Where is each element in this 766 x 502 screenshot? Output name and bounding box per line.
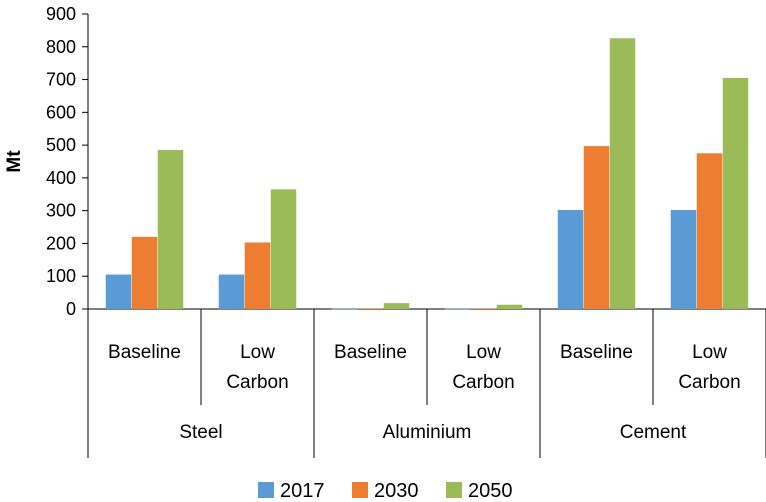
bar-2030 — [696, 153, 723, 309]
legend-swatch-2017 — [258, 482, 274, 498]
bar-2030 — [244, 242, 271, 309]
category-label: Baseline — [334, 342, 407, 363]
category-label: Baseline — [108, 342, 181, 363]
category-label: Carbon — [678, 372, 740, 393]
category-labels: Baseline Low Carbon Baseline Low Carbon Baseli… — [87, 309, 766, 458]
bar-2050 — [157, 150, 184, 309]
y-tick-label: 100 — [46, 266, 76, 286]
bar-2030 — [583, 146, 610, 309]
bar-2017 — [557, 210, 584, 309]
bars — [105, 38, 749, 310]
group-labels: Steel Aluminium Cement — [179, 422, 687, 443]
category-label: Low — [466, 342, 501, 363]
group-label: Cement — [620, 422, 687, 443]
legend-label: 2017 — [280, 480, 325, 502]
group-label: Steel — [179, 422, 222, 443]
category-label: Low — [692, 342, 727, 363]
y-tick-label: 0 — [66, 299, 76, 319]
legend-label: 2050 — [468, 480, 513, 502]
y-tick-label: 600 — [46, 102, 76, 122]
legend-label: 2030 — [374, 480, 419, 502]
category-label: Low — [240, 342, 275, 363]
category-label: Carbon — [452, 372, 514, 393]
category-label: Baseline — [560, 342, 633, 363]
group-label: Aluminium — [383, 422, 472, 443]
bar-2017 — [444, 308, 471, 310]
y-tick-label: 300 — [46, 201, 76, 221]
bar-2017 — [218, 274, 245, 309]
y-tick-label: 400 — [46, 168, 76, 188]
y-axis-label: Mt — [4, 150, 25, 173]
bar-2050 — [383, 303, 410, 309]
y-tick-label: 800 — [46, 37, 76, 57]
bar-2017 — [105, 274, 132, 309]
bar-2050 — [270, 189, 297, 309]
bar-2050 — [609, 38, 636, 309]
bar-2030 — [357, 308, 384, 309]
legend-swatch-2030 — [352, 482, 368, 498]
bar-2050 — [722, 77, 749, 310]
bar-2017 — [670, 210, 697, 309]
bar-2030 — [470, 308, 497, 309]
bar-2017 — [331, 308, 358, 310]
legend-swatch-2050 — [446, 482, 462, 498]
y-tick-label: 700 — [46, 70, 76, 90]
bar-2030 — [131, 236, 158, 309]
bar-2050 — [496, 304, 523, 309]
y-tick-label: 500 — [46, 135, 76, 155]
axes — [87, 14, 766, 310]
y-axis-ticks: 0 100 200 300 400 500 600 700 800 900 — [46, 4, 88, 319]
category-label: Carbon — [226, 372, 288, 393]
y-tick-label: 200 — [46, 233, 76, 253]
y-tick-label: 900 — [46, 4, 76, 24]
legend: 2017 2030 2050 — [258, 480, 513, 502]
